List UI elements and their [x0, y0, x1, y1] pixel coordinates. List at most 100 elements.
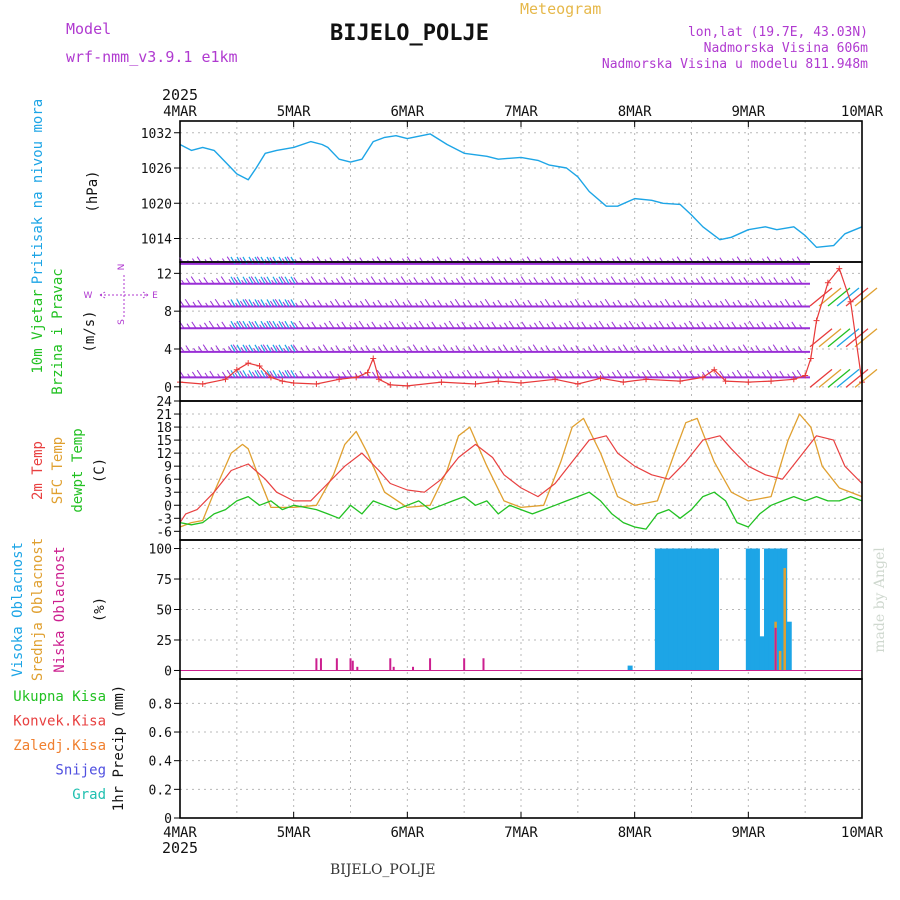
wind-barb	[473, 277, 479, 285]
wind-barb	[179, 300, 185, 307]
wind-barb	[277, 373, 281, 378]
precip-legend-item: Zaledj.Kisa	[13, 738, 106, 754]
wind-barb	[335, 278, 341, 285]
wind-barb	[383, 277, 389, 285]
wind-barb	[414, 372, 419, 378]
wind-barb	[294, 372, 299, 378]
wind-barb	[474, 372, 479, 378]
wind-barb	[431, 321, 437, 329]
wind-barb	[569, 300, 575, 307]
wind-barb	[545, 345, 551, 353]
wind-barb	[563, 277, 569, 285]
wind-barb	[409, 324, 413, 329]
wind-barb	[216, 323, 221, 329]
wind-barb	[420, 347, 425, 353]
wind-barb	[269, 370, 275, 378]
wind-barb	[352, 344, 359, 353]
wind-barb	[269, 300, 275, 307]
wind-barb	[449, 257, 455, 265]
panel-unit: (C)	[92, 458, 108, 483]
y-tick-label: 21	[156, 408, 172, 423]
wind-barb	[533, 322, 539, 329]
wind-barb	[605, 278, 611, 285]
wind-barb	[230, 344, 236, 353]
wind-barb	[751, 279, 755, 285]
x-tick-label-bottom: 7MAR	[504, 825, 538, 841]
wind-barb	[623, 277, 629, 285]
wind-barb	[570, 347, 575, 353]
wind-barb	[460, 276, 467, 285]
wind-barb	[312, 301, 317, 307]
wind-barb	[275, 345, 281, 353]
compass-e: E	[152, 291, 158, 301]
wind-barb	[528, 278, 533, 285]
wind-barb	[511, 279, 515, 285]
wind-barb	[242, 276, 248, 285]
wind-barb	[260, 344, 266, 353]
wind-barb	[248, 370, 254, 378]
wind-barb	[257, 299, 263, 307]
wind-barb	[396, 323, 401, 329]
wind-barb	[731, 321, 737, 329]
wind-barb	[712, 344, 719, 353]
wind-barb	[451, 279, 455, 285]
wind-barb	[713, 277, 719, 285]
wind-barb	[478, 320, 485, 329]
panel-frame	[179, 400, 863, 541]
wind-barb	[233, 277, 239, 285]
wind-barb	[407, 346, 413, 353]
wind-barb	[394, 298, 401, 307]
wind-barb	[526, 369, 533, 378]
wind-barb	[316, 256, 323, 265]
precip-legend-item: Snijeg	[55, 763, 106, 779]
wind-barb	[660, 347, 665, 353]
wind-barb	[196, 369, 203, 378]
y-tick-label: 0.4	[149, 755, 173, 770]
wind-barb	[371, 258, 377, 265]
wind-barb	[581, 371, 587, 378]
wind-barb	[779, 370, 785, 378]
wind-barb	[745, 302, 749, 307]
wind-barb	[266, 344, 272, 353]
wind-barb	[290, 320, 296, 329]
wind-barb	[539, 370, 545, 378]
wind-speed-point	[370, 355, 377, 362]
wind-barb	[186, 323, 191, 329]
wind-barb	[272, 299, 278, 307]
cloud-bar	[659, 548, 665, 671]
wind-barb	[236, 276, 242, 285]
wind-barb	[697, 373, 701, 378]
wind-barb	[450, 347, 455, 353]
wind-barb	[202, 344, 209, 353]
wind-barb	[733, 347, 737, 353]
wind-speed-point	[768, 378, 775, 385]
wind-barb	[472, 344, 479, 353]
wind-barb	[731, 258, 737, 265]
wind-speed-point	[353, 374, 360, 381]
wind-speed-point	[472, 380, 479, 387]
wind-barb	[226, 369, 233, 378]
wind-barb	[671, 321, 677, 329]
wind-barb	[670, 276, 677, 285]
wind-barb	[331, 279, 335, 285]
wind-barb	[581, 258, 587, 265]
wind-barb	[575, 278, 581, 285]
wind-barb	[425, 278, 431, 285]
panel-label: 2m Temp	[30, 441, 46, 500]
wind-barb	[266, 299, 272, 307]
wind-barb	[618, 278, 623, 285]
wind-barb	[197, 346, 203, 353]
y-tick-label: 0	[164, 664, 172, 679]
wind-barb	[230, 320, 236, 329]
wind-barb	[827, 328, 851, 348]
compass-rose-icon: N S W E	[84, 264, 159, 325]
cloud-bar	[682, 548, 688, 671]
y-tick-label: 9	[164, 460, 172, 475]
wind-barb	[191, 321, 197, 329]
wind-barb	[845, 328, 869, 348]
wind-barb	[290, 299, 296, 307]
wind-barb	[719, 370, 725, 378]
wind-barb	[445, 302, 449, 307]
wind-barb	[299, 300, 305, 307]
wind-barb	[550, 276, 557, 285]
